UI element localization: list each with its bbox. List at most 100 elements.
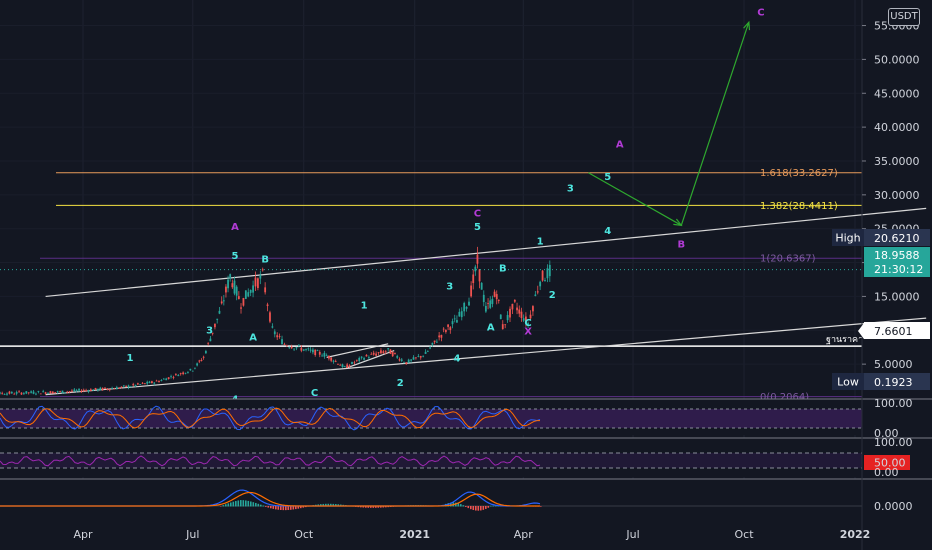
y-tick-label: 40.0000 <box>874 121 920 134</box>
candle-body <box>264 287 267 293</box>
macd-histogram-bar <box>482 506 485 510</box>
candle-body <box>316 350 319 352</box>
candle-body <box>44 392 47 394</box>
countdown-text: 21:30:12 <box>874 263 923 276</box>
indicator-tick-label: 0.00 <box>874 427 899 440</box>
macd-histogram-bar <box>252 502 255 507</box>
fib-label: 1.618(33.2627) <box>760 168 838 179</box>
projection-arrowhead <box>743 20 751 31</box>
candle-body <box>139 384 142 385</box>
candle-body <box>465 307 468 309</box>
candle-body <box>419 356 422 358</box>
macd-histogram-bar <box>265 506 267 507</box>
candle-body <box>391 352 394 357</box>
candle-body <box>522 318 525 321</box>
candle-body <box>71 390 73 392</box>
macd-histogram-bar <box>485 506 487 509</box>
macd-histogram-bar <box>277 506 280 510</box>
fib-label: 1.382(28.4411) <box>760 201 838 212</box>
wave-label: 3 <box>446 282 453 293</box>
candle-body <box>332 360 335 362</box>
candle-body <box>506 315 509 321</box>
macd-histogram-bar <box>360 506 362 508</box>
wave-label: B <box>677 240 685 251</box>
macd-histogram-bar <box>280 506 282 511</box>
macd-histogram-bar <box>220 506 222 507</box>
wave-label: 3 <box>206 326 213 337</box>
candle-body <box>153 382 156 384</box>
price-axis[interactable]: 55.000050.000045.000040.000035.000030.00… <box>861 0 920 550</box>
support-label: ฐานราคา <box>826 335 863 345</box>
candle-body <box>360 356 363 358</box>
projection-arrowhead <box>673 218 683 227</box>
candle-body <box>211 332 214 334</box>
candle-body <box>35 393 37 395</box>
macd-histogram-bar <box>262 505 265 507</box>
macd-histogram-bar <box>477 506 480 511</box>
candle-body <box>20 392 23 395</box>
candle-body <box>283 344 286 345</box>
wave-label: B <box>261 255 269 266</box>
candle-body <box>429 347 431 349</box>
candle-body <box>529 314 532 319</box>
candle-body <box>158 381 160 383</box>
candle-body <box>300 347 303 351</box>
currency-badge[interactable]: USDT <box>888 8 920 26</box>
candle-body <box>92 389 95 391</box>
rsi-line <box>0 455 541 467</box>
y-tick-label: 5.0000 <box>874 358 913 371</box>
candle-body <box>73 389 76 392</box>
candle-body <box>0 392 1 395</box>
candle-body <box>254 277 257 287</box>
macd-histogram-bar <box>465 506 467 507</box>
price-tag-value: 0.1923 <box>874 376 913 389</box>
candle-body <box>372 352 375 355</box>
macd-histogram-bar <box>490 505 492 507</box>
candle-body <box>293 348 295 350</box>
candle-body <box>501 324 504 330</box>
candle-body <box>468 301 470 306</box>
y-tick-label: 50.0000 <box>874 53 920 66</box>
candle-body <box>22 393 25 394</box>
fib-levels: 1.618(33.2627) 1.382(28.4411) 1(20.6367) 0(… <box>0 168 863 403</box>
candle-body <box>266 304 269 307</box>
candle-body <box>202 356 205 358</box>
candle-body <box>318 351 321 355</box>
candle-body <box>204 351 207 354</box>
candle-body <box>520 311 523 318</box>
stoch-d-line <box>0 407 541 429</box>
y-tick-label: 30.0000 <box>874 189 920 202</box>
wave-label: 5 <box>474 222 481 233</box>
candle-body <box>375 353 378 356</box>
candle-body <box>162 378 165 380</box>
candle-body <box>3 394 6 395</box>
candle-body <box>25 391 28 394</box>
candle-body <box>435 341 438 343</box>
indicator-tick-label: 100.00 <box>874 436 913 449</box>
candle-body <box>314 349 317 356</box>
candle-body <box>170 376 172 378</box>
candle-body <box>104 387 106 389</box>
candle-body <box>484 305 487 312</box>
wave-label: A <box>249 332 257 343</box>
candle-body <box>85 390 88 392</box>
time-axis[interactable]: Apr Jul Oct 2021 Apr Jul Oct 2022 <box>73 528 870 541</box>
macd-histogram-bar <box>237 500 240 507</box>
candle-body <box>295 347 298 349</box>
candle-body <box>541 270 544 281</box>
wave-label: C <box>524 318 531 329</box>
candle-body <box>136 383 139 385</box>
candle-body <box>509 308 511 318</box>
macd-histogram-bar <box>297 506 300 509</box>
candle-body <box>431 342 434 345</box>
candle-body <box>94 387 97 390</box>
candle-body <box>39 393 42 395</box>
macd-histogram-bar <box>332 503 335 507</box>
macd-histogram-bar <box>540 506 542 507</box>
candle-body <box>229 274 232 279</box>
macd-histogram-bar <box>325 503 327 507</box>
candle-body <box>82 389 85 391</box>
x-tick-label: Apr <box>73 528 93 541</box>
